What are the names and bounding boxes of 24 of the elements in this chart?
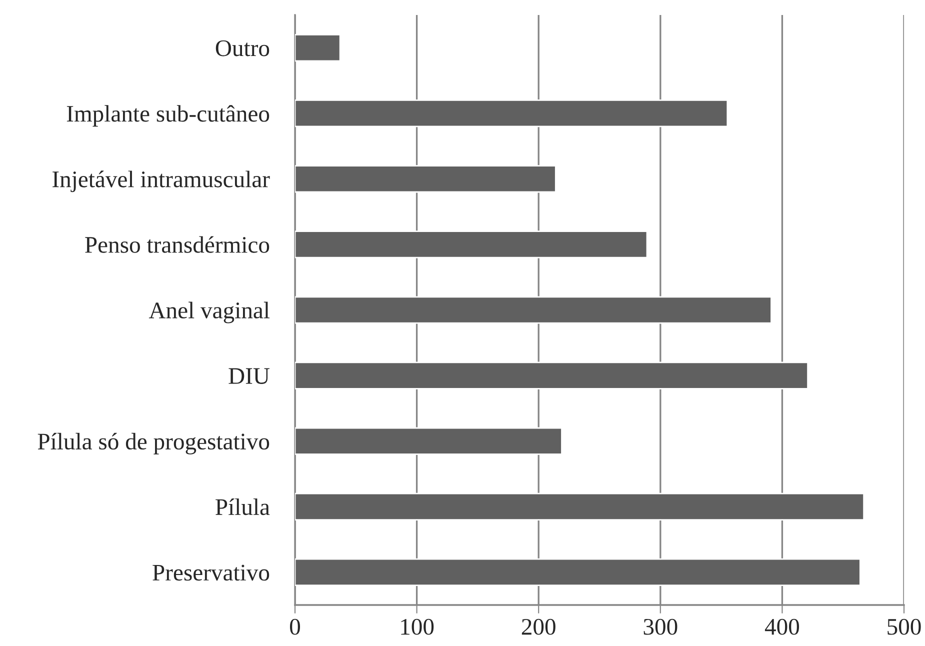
x-tick-label: 300 [644,618,678,635]
y-tick-label: Pílula só de progestativo [38,432,270,454]
x-tick-label: 200 [522,618,556,635]
y-tick-label: Preservativo [152,564,270,581]
x-tick-label: 400 [764,618,800,635]
y-tick-label: DIU [228,368,270,384]
y-tick-label: Pílula [216,498,270,516]
bar [295,427,562,455]
y-tick-label: Implante sub-cutâneo [66,105,270,127]
x-tick-label: 500 [888,618,921,635]
bar [295,296,772,324]
bar [295,100,728,128]
bar [295,362,808,390]
y-tick-label: Anel vaginal [148,302,270,324]
bar [295,165,556,193]
x-tick-label: 100 [401,618,434,635]
x-tick-label: 0 [290,618,300,635]
bar [295,230,648,258]
y-tick-label: Outro [216,40,270,56]
bar [295,558,861,586]
y-tick-label: Penso transdérmico [85,236,270,253]
bar [295,34,341,62]
bar [295,492,864,520]
y-tick-label: Injetável intramuscular [52,170,270,192]
